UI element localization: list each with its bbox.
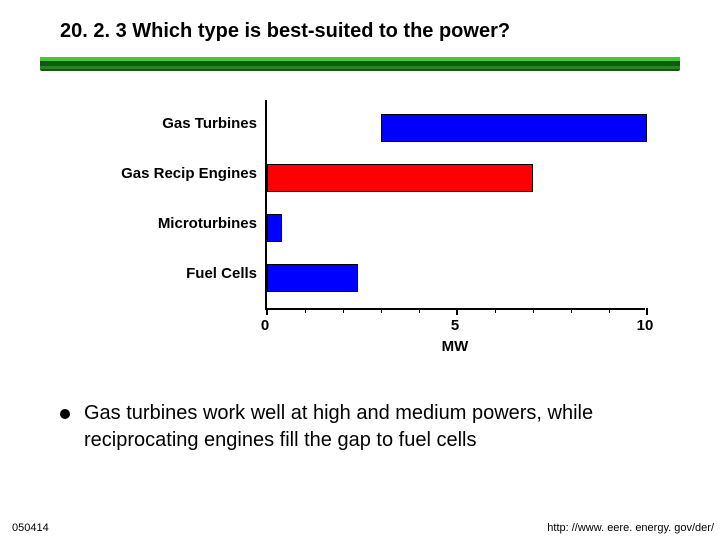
x-tick-label: 0 [261, 317, 269, 334]
bar [381, 114, 647, 142]
x-tick [646, 308, 648, 315]
bar [267, 214, 282, 242]
slide: 20. 2. 3 Which type is best-suited to th… [0, 0, 720, 540]
x-axis-title: MW [442, 338, 469, 355]
category-label: Gas Recip Engines [121, 165, 257, 182]
category-label: Microturbines [158, 215, 257, 232]
category-label: Fuel Cells [186, 265, 257, 282]
x-tick-minor [533, 308, 534, 313]
x-tick [266, 308, 268, 315]
bar [267, 264, 358, 292]
x-tick-minor [495, 308, 496, 313]
chart: Gas Turbines Gas Recip Engines Microturbin… [95, 95, 655, 355]
x-tick-label: 10 [637, 317, 654, 334]
x-tick-minor [609, 308, 610, 313]
x-tick-label: 5 [451, 317, 459, 334]
bullet-item: Gas turbines work well at high and mediu… [60, 400, 680, 454]
x-tick-minor [381, 308, 382, 313]
plot-area [265, 100, 645, 310]
divider-brush [40, 55, 680, 73]
category-label: Gas Turbines [162, 115, 257, 132]
footer-date: 050414 [12, 522, 49, 534]
footer-url: http: //www. eere. energy. gov/der/ [547, 522, 714, 534]
x-tick-minor [419, 308, 420, 313]
y-axis-labels: Gas Turbines Gas Recip Engines Microturbin… [95, 95, 265, 315]
x-tick-minor [343, 308, 344, 313]
bullet-text: Gas turbines work well at high and mediu… [84, 402, 593, 451]
bar [267, 164, 533, 192]
slide-title: 20. 2. 3 Which type is best-suited to th… [60, 20, 680, 43]
x-tick [456, 308, 458, 315]
x-tick-minor [571, 308, 572, 313]
bullet-list: Gas turbines work well at high and mediu… [60, 400, 680, 454]
x-tick-minor [305, 308, 306, 313]
